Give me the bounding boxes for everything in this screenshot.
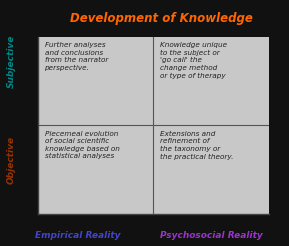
Text: Empirical Reality: Empirical Reality	[35, 231, 121, 240]
Text: Extensions and
refinement of
the taxonomy or
the practical theory.: Extensions and refinement of the taxonom…	[160, 131, 234, 160]
Text: Further analyses
and conclusions
from the narrator
perspective.: Further analyses and conclusions from th…	[45, 42, 108, 71]
Text: Piecemeal evolution
of social scientific
knowledge based on
statistical analyses: Piecemeal evolution of social scientific…	[45, 131, 119, 159]
Text: Subjective: Subjective	[7, 35, 16, 88]
Text: Development of Knowledge: Development of Knowledge	[71, 12, 253, 25]
Text: Psychosocial Reality: Psychosocial Reality	[160, 231, 262, 240]
Text: Objective: Objective	[7, 136, 16, 184]
Text: Knowledge unique
to the subject or
'go call' the
change method
or type of therap: Knowledge unique to the subject or 'go c…	[160, 42, 227, 79]
